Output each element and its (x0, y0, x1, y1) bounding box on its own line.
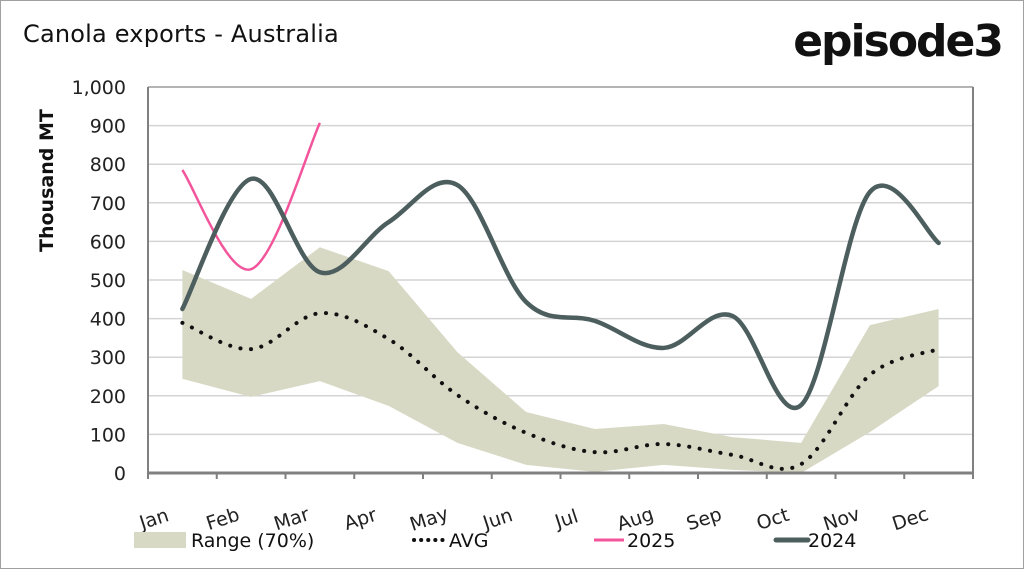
y-tick-label: 100 (90, 424, 126, 446)
series-2024-line (180, 176, 941, 411)
x-tick-label: Dec (890, 503, 932, 535)
y-tick-label: 600 (90, 231, 126, 253)
legend-range-swatch (134, 532, 186, 548)
legend-avg-label: AVG (449, 530, 489, 552)
x-tick-label: May (407, 503, 451, 536)
x-tick-label: Jan (136, 504, 172, 534)
y-axis-label: Thousand MT (36, 109, 58, 252)
range-area (182, 247, 939, 473)
series-2025-line (181, 122, 322, 271)
chart-title: Canola exports - Australia (23, 20, 339, 48)
y-tick-labels: 0 100 200 300 400 500 600 700 800 900 1,000 (72, 77, 126, 485)
y-tick-label: 200 (90, 386, 126, 408)
legend-2025-label: 2025 (627, 530, 675, 552)
y-tick-label: 500 (90, 270, 126, 292)
legend-range-label: Range (70%) (191, 530, 314, 552)
y-tick-label: 900 (90, 116, 126, 138)
x-tick-label: Apr (341, 504, 379, 535)
x-tick-label: Oct (754, 504, 792, 535)
legend-2024-label: 2024 (808, 530, 856, 552)
axes (147, 86, 974, 479)
y-tick-label: 700 (90, 193, 126, 215)
x-tick-label: Sep (684, 503, 725, 535)
brand-logo: episode3 (793, 16, 1004, 67)
y-tick-label: 0 (114, 463, 126, 485)
y-tick-label: 1,000 (72, 77, 126, 99)
x-tick-label: Jul (551, 505, 581, 533)
legend: Range (70%) AVG 2025 2024 (134, 530, 856, 552)
y-tick-label: 400 (90, 309, 126, 331)
y-tick-label: 300 (90, 347, 126, 369)
y-tick-label: 800 (90, 154, 126, 176)
